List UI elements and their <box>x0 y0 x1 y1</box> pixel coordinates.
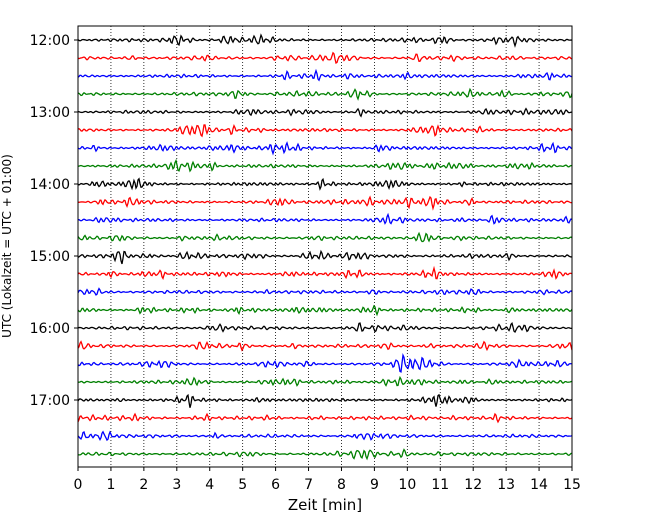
y-tick-label: 16:00 <box>30 321 70 337</box>
trace-line <box>77 249 573 265</box>
x-tick-label: 8 <box>337 477 346 493</box>
trace-line <box>77 375 573 387</box>
trace-line <box>77 352 573 373</box>
y-tick-label: 14:00 <box>30 177 70 193</box>
y-tick-label: 13:00 <box>30 105 70 121</box>
y-axis-label: UTC (Lokalzeit = UTC + 01:00) <box>0 154 14 338</box>
x-tick-label: 15 <box>563 477 581 493</box>
trace-line <box>77 304 573 317</box>
trace-line <box>77 195 573 211</box>
trace-line <box>77 68 573 82</box>
trace-line <box>77 107 573 118</box>
trace-line <box>77 412 573 424</box>
trace-line <box>77 33 573 48</box>
x-tick-label: 2 <box>139 477 148 493</box>
x-tick-label: 4 <box>205 477 214 493</box>
x-tick-label: 3 <box>172 477 181 493</box>
x-tick-label: 14 <box>530 477 548 493</box>
trace-line <box>77 212 573 225</box>
x-tick-label: 10 <box>398 477 416 493</box>
x-tick-label: 12 <box>464 477 482 493</box>
trace-line <box>77 51 573 64</box>
trace-line <box>77 231 573 243</box>
y-axis-ticks: 12:00 13:00 14:00 15:00 16:00 17:00 <box>30 33 78 409</box>
trace-line <box>77 124 573 138</box>
trace-line <box>77 158 573 173</box>
y-tick-label: 12:00 <box>30 33 70 49</box>
trace-line <box>77 430 573 442</box>
seismic-traces <box>77 33 573 461</box>
trace-line <box>77 177 573 191</box>
trace-line <box>77 448 573 461</box>
x-tick-label: 5 <box>238 477 247 493</box>
x-axis-label: Zeit [min] <box>288 496 362 514</box>
trace-line <box>77 393 573 408</box>
x-tick-label: 0 <box>74 477 83 493</box>
y-tick-label: 15:00 <box>30 249 70 265</box>
x-tick-label: 6 <box>271 477 280 493</box>
trace-line <box>77 340 573 352</box>
x-tick-label: 11 <box>431 477 449 493</box>
x-tick-label: 7 <box>304 477 313 493</box>
x-tick-label: 9 <box>370 477 379 493</box>
plot-frame <box>77 25 573 468</box>
trace-line <box>77 141 573 156</box>
trace-line <box>77 265 573 280</box>
x-tick-label: 1 <box>106 477 115 493</box>
y-tick-label: 17:00 <box>30 393 70 409</box>
x-tick-label: 13 <box>497 477 515 493</box>
x-axis-ticks: 0 1 2 3 4 5 6 7 8 9 10 11 12 13 14 15 <box>74 467 581 493</box>
trace-line <box>77 287 573 296</box>
trace-line <box>77 87 573 101</box>
trace-line <box>77 322 573 334</box>
